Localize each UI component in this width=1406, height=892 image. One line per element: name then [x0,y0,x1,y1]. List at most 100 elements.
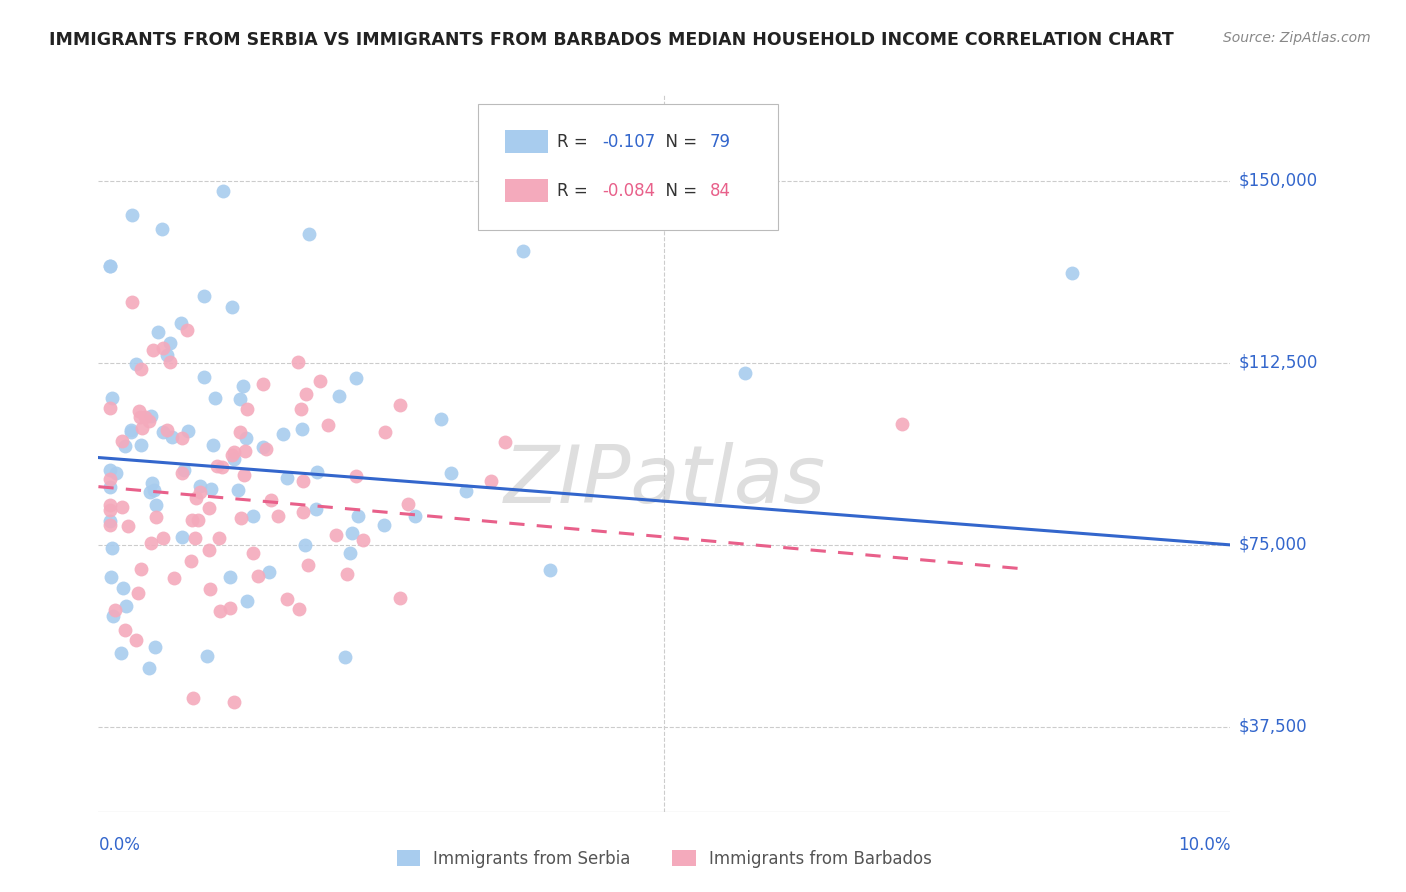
Point [1060,266,1083,280]
Text: IMMIGRANTS FROM SERBIA VS IMMIGRANTS FROM BARBADOS MEDIAN HOUSEHOLD INCOME CORRE: IMMIGRANTS FROM SERBIA VS IMMIGRANTS FRO… [49,31,1174,49]
FancyBboxPatch shape [478,104,778,230]
Point [204,391,226,405]
Point [176,323,198,337]
Point [374,425,396,440]
Point [181,690,204,705]
Point [254,442,277,456]
Point [139,484,162,499]
Point [233,443,256,458]
Point [124,632,146,647]
Point [222,444,245,458]
Point [211,459,233,474]
Point [152,341,174,355]
Point [891,417,914,431]
Point [404,508,426,523]
Point [339,546,361,560]
Point [344,469,367,483]
Point [242,509,264,524]
Point [186,491,208,505]
Point [212,184,235,198]
Text: Source: ZipAtlas.com: Source: ZipAtlas.com [1223,31,1371,45]
Point [288,602,311,616]
Point [228,425,250,439]
Point [163,571,186,585]
Point [200,482,222,496]
Point [152,425,174,439]
Point [145,509,167,524]
Point [159,336,181,351]
Point [98,480,121,494]
Point [110,500,132,515]
Point [152,531,174,545]
Point [110,646,132,660]
Point [134,409,156,424]
Point [290,401,312,416]
Point [221,300,243,314]
Point [226,483,249,497]
Text: 10.0%: 10.0% [1178,836,1230,854]
Point [291,421,314,435]
Point [172,530,194,544]
Point [98,401,121,415]
Text: 79: 79 [710,133,731,151]
Point [276,592,298,607]
Text: R =: R = [557,133,593,151]
Point [172,467,194,481]
Point [131,421,153,435]
Point [98,259,121,273]
Point [188,485,211,500]
Point [389,591,412,605]
Point [143,640,166,654]
Text: 84: 84 [710,182,731,200]
Text: 0.0%: 0.0% [98,836,141,854]
Point [179,554,201,568]
Point [231,510,253,524]
Text: $75,000: $75,000 [1239,536,1308,554]
Point [101,608,124,623]
Point [235,431,257,445]
Legend: Immigrants from Serbia, Immigrants from Barbados: Immigrants from Serbia, Immigrants from … [396,850,932,868]
Point [98,503,121,517]
Point [352,533,374,547]
Point [222,452,245,467]
Point [198,543,221,558]
FancyBboxPatch shape [505,130,548,153]
Point [114,439,136,453]
Point [143,483,166,497]
Point [232,379,254,393]
Point [236,594,259,608]
Point [221,448,243,462]
Point [222,695,245,709]
Text: ZIPatlas: ZIPatlas [503,442,825,520]
Point [396,497,419,511]
Point [292,505,315,519]
Point [98,514,121,528]
Point [257,565,280,579]
Point [193,289,215,303]
Point [271,426,294,441]
Point [181,513,204,527]
Point [298,227,321,242]
Point [98,518,121,533]
Point [138,414,160,428]
Point [98,498,121,512]
Point [200,582,222,596]
Point [173,463,195,477]
Point [307,465,329,479]
Point [494,434,516,449]
Point [209,604,232,618]
Point [333,649,356,664]
Point [252,376,274,391]
Point [120,425,142,439]
Point [101,541,124,556]
Point [129,410,152,425]
Point [139,536,162,550]
Point [105,466,128,480]
Point [439,467,461,481]
Point [138,661,160,675]
Point [159,355,181,369]
Point [340,525,363,540]
Point [538,563,561,577]
Point [121,295,143,310]
Point [308,374,330,388]
